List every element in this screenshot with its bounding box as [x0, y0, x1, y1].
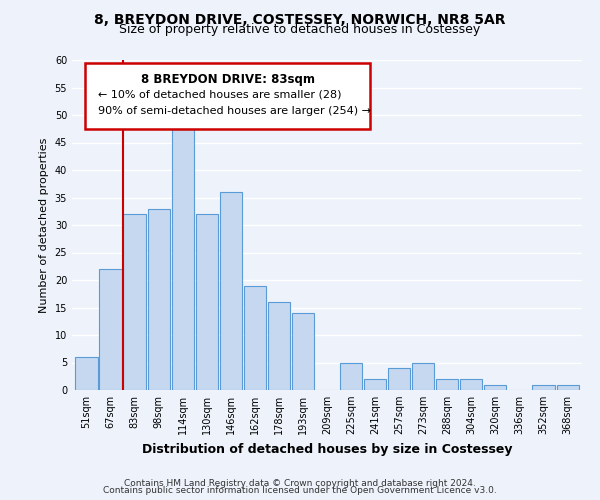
Bar: [436, 379, 458, 390]
Bar: [364, 379, 386, 390]
Bar: [76, 357, 98, 390]
FancyBboxPatch shape: [85, 64, 370, 130]
Bar: [532, 384, 554, 390]
Bar: [148, 208, 170, 390]
Bar: [460, 379, 482, 390]
Bar: [557, 384, 578, 390]
Bar: [172, 115, 194, 390]
Text: Contains public sector information licensed under the Open Government Licence v3: Contains public sector information licen…: [103, 486, 497, 495]
Bar: [388, 368, 410, 390]
Bar: [412, 362, 434, 390]
Text: Size of property relative to detached houses in Costessey: Size of property relative to detached ho…: [119, 22, 481, 36]
Text: 8, BREYDON DRIVE, COSTESSEY, NORWICH, NR8 5AR: 8, BREYDON DRIVE, COSTESSEY, NORWICH, NR…: [94, 12, 506, 26]
Bar: [484, 384, 506, 390]
Bar: [100, 269, 122, 390]
Bar: [292, 313, 314, 390]
Y-axis label: Number of detached properties: Number of detached properties: [39, 138, 49, 312]
Text: Contains HM Land Registry data © Crown copyright and database right 2024.: Contains HM Land Registry data © Crown c…: [124, 478, 476, 488]
Bar: [124, 214, 146, 390]
Text: 90% of semi-detached houses are larger (254) →: 90% of semi-detached houses are larger (…: [97, 106, 371, 116]
Text: ← 10% of detached houses are smaller (28): ← 10% of detached houses are smaller (28…: [97, 90, 341, 100]
Bar: [220, 192, 242, 390]
Bar: [244, 286, 266, 390]
Bar: [340, 362, 362, 390]
Text: 8 BREYDON DRIVE: 83sqm: 8 BREYDON DRIVE: 83sqm: [140, 73, 314, 86]
Bar: [196, 214, 218, 390]
X-axis label: Distribution of detached houses by size in Costessey: Distribution of detached houses by size …: [142, 442, 512, 456]
Bar: [268, 302, 290, 390]
